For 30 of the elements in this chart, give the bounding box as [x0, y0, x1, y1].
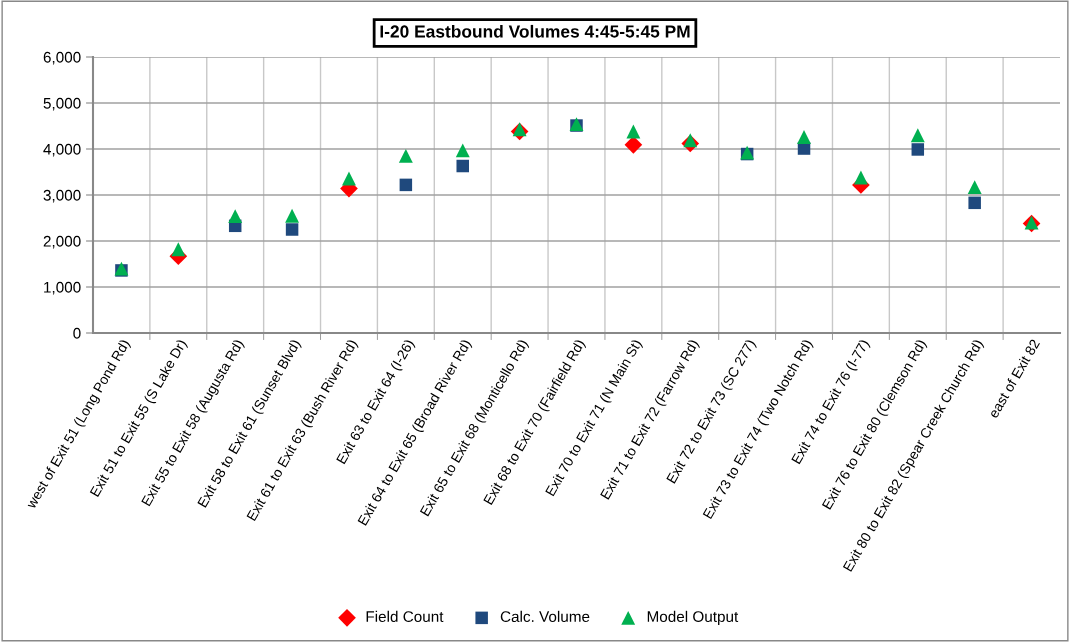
point: [624, 136, 643, 154]
y-tick-label: 5,000: [43, 97, 81, 111]
y-tick-label: 0: [73, 327, 81, 339]
y-tick-label: 3,000: [43, 189, 81, 203]
point: [910, 128, 925, 143]
y-tick-label: 1,000: [44, 281, 81, 295]
legend-label: Model Output: [647, 610, 739, 626]
y-tick-label: 2,000: [43, 235, 81, 249]
point: [626, 124, 641, 139]
legend-label: Field Count: [366, 610, 444, 623]
point: [853, 170, 868, 185]
chart-title: I-20 Eastbound Volumes 4:45-5:45 PM: [380, 24, 690, 38]
point: [455, 143, 470, 158]
point: [683, 133, 698, 148]
point: [399, 178, 413, 192]
point: [285, 208, 300, 223]
point: [797, 130, 811, 144]
point: [228, 209, 243, 224]
point: [911, 143, 925, 156]
point: [968, 196, 981, 210]
point: [342, 171, 356, 186]
point: [285, 223, 299, 236]
point: [456, 159, 469, 173]
point: [171, 242, 186, 257]
point: [512, 122, 527, 137]
y-tick-label: 6,000: [43, 51, 81, 65]
point: [398, 148, 413, 163]
legend-label: Calc. Volume: [500, 610, 590, 623]
y-tick-label: 4,000: [43, 143, 81, 157]
point: [967, 180, 982, 195]
